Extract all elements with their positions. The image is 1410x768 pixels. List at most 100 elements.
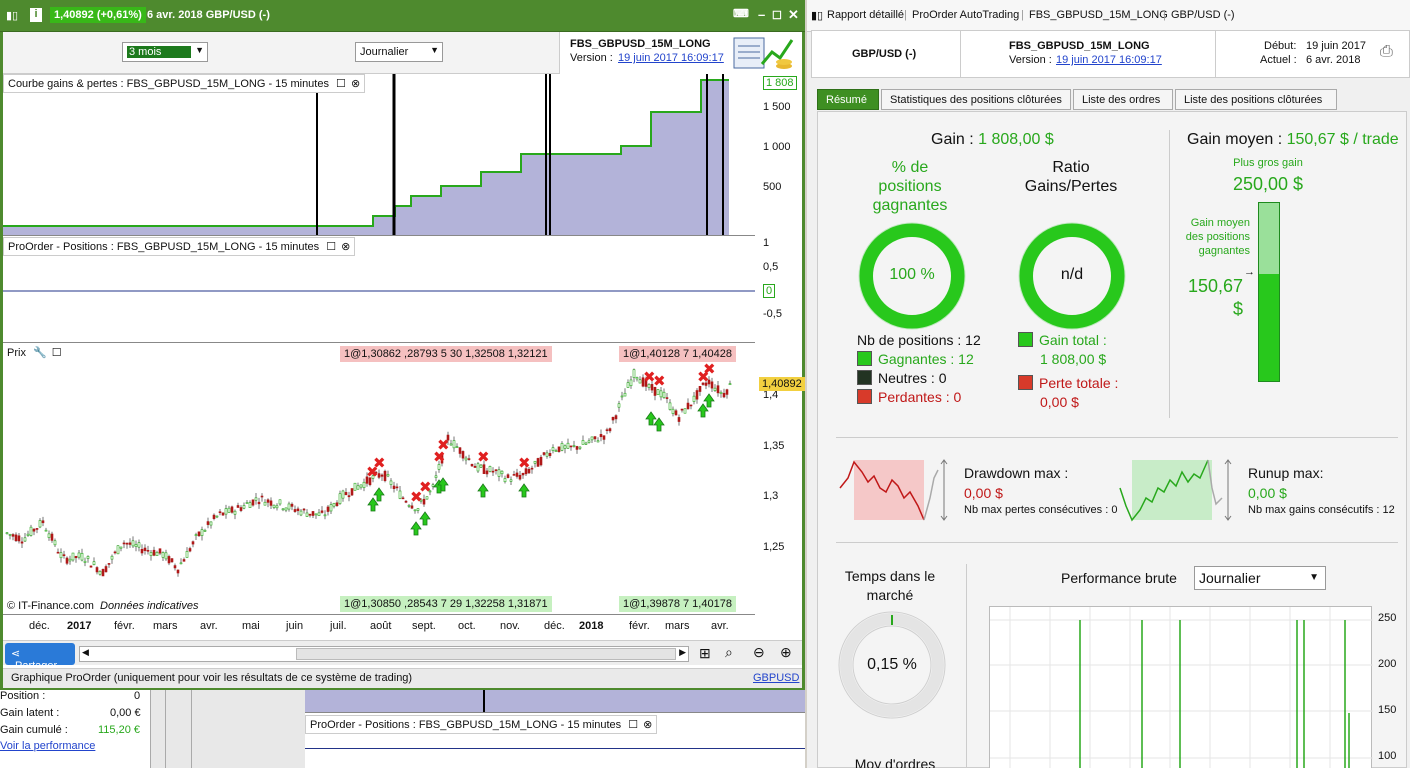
report-icon[interactable] [732,34,798,72]
close-circle-icon[interactable]: ⊗ [350,78,361,90]
candle-body [92,561,96,565]
candle-body [200,529,204,536]
scroll-left-icon[interactable]: ◀ [82,647,89,657]
window-icon[interactable]: ☐ [336,78,346,90]
legend-square [857,370,872,385]
tab-liste-ordres[interactable]: Liste des ordres [1073,89,1173,110]
month-label: févr. [114,620,135,632]
candle-body [533,460,537,464]
candle-body [380,474,384,477]
candle-body [728,383,732,386]
horizontal-scrollbar[interactable]: ◀ ▶ [79,646,689,662]
perf-label: Performance brute [1061,570,1177,586]
candle-body [26,533,30,536]
candle-body [470,463,474,467]
window-icon[interactable]: ☐ [326,241,337,253]
perte-totale-row: Perte totale : [1018,375,1118,391]
candle-body [275,505,279,509]
candle-body [401,497,405,500]
bg-equity-pane [305,690,805,712]
window-icon[interactable]: ☐ [51,347,62,359]
close-button[interactable]: ✕ [788,7,799,22]
tab-liste-positions[interactable]: Liste des positions clôturées [1175,89,1337,110]
candle-body [20,541,24,544]
wrench-icon[interactable]: 🔧 [33,347,47,359]
version-date-link[interactable]: 19 juin 2017 16:09:17 [618,52,724,64]
share-button[interactable]: ⋖ Partager [5,643,75,672]
candle-body [434,475,438,478]
order-label-text: 1@1,40128 [623,348,681,360]
watermark-note: Données indicatives [100,600,199,612]
candle-body [263,501,267,506]
equity-curve-pane: Courbe gains & pertes : FBS_GBPUSD_15M_L… [3,74,755,236]
candle-body [326,506,330,512]
entry-marker [437,477,449,492]
entry-marker [367,497,379,512]
candle-body [236,505,240,508]
candle-body [248,502,252,508]
perf-period-select[interactable]: Journalier ▼ [1194,566,1326,590]
close-circle-icon[interactable]: ⊗ [643,719,653,731]
positions-pane: ProOrder - Positions : FBS_GBPUSD_15M_LO… [3,237,755,343]
chart-icon[interactable]: ▮▯ [6,10,19,22]
zoom-reset-icon[interactable]: ⊞ [699,645,711,661]
candle-body [671,408,675,414]
keyboard-icon[interactable]: ⌨ [733,8,749,20]
candle-body [86,556,90,559]
exit-marker: ✖ [518,454,531,472]
zoom-in-icon[interactable]: ⊕ [780,644,792,660]
scrollbar-thumb[interactable] [296,648,676,660]
performance-link[interactable]: Voir la performance [0,740,96,752]
tab-resume[interactable]: Résumé [817,89,879,110]
candle-body [368,477,372,486]
period-select[interactable]: 3 mois ▼ [122,42,208,62]
candle-body [224,508,228,515]
interval-select[interactable]: Journalier ▼ [355,42,443,62]
equity-tick: 1 000 [763,141,791,153]
info-icon[interactable]: i [30,8,42,22]
tab-statistiques[interactable]: Statistiques des positions clôturées [881,89,1071,110]
order-label-text: 1@1,30850 [344,598,402,610]
candle-body [536,458,540,467]
debut-label: Début: [1264,40,1297,52]
instrument-link[interactable]: GBPUSD [753,672,800,684]
cumul-value: 115,20 € [98,724,141,736]
candle-body [359,484,363,488]
candle-body [161,552,165,558]
candle-body [113,551,117,554]
close-circle-icon[interactable]: ⊗ [341,241,351,253]
candle-body [203,530,207,532]
candle-body [410,505,414,509]
candle-body [644,379,648,387]
window-icon[interactable]: ☐ [628,719,639,731]
candle-body [629,379,633,387]
candle-body [80,553,84,561]
candle-body [668,402,672,410]
price-axis: 1,4 1,35 1,3 1,25 1,40892 [755,344,805,614]
drawdown-sub: Nb max pertes consécutives : 0 [964,504,1118,516]
scroll-right-icon[interactable]: ▶ [679,647,686,657]
candle-body [584,442,588,445]
equity-tick: 1 500 [763,101,791,113]
candle-body [65,557,69,564]
tab-label: Statistiques des positions clôturées [890,94,1062,106]
moy-ordres-label: Moy d'ordres [854,756,936,768]
candle-body [308,513,312,516]
candle-body [341,490,345,499]
zoom-out-icon[interactable]: ⊖ [753,644,765,660]
report-instrument: GBP/USD (-) [852,48,917,60]
candle-body [104,566,108,573]
candle-body [356,485,360,490]
chevron-down-icon: ▼ [1309,572,1319,583]
chart-window-titlebar[interactable]: ▮▯ i 1,40892 (+0,61%) 6 avr. 2018 GBP/US… [0,0,805,32]
order-label-top-2: 1@1,40128 7 1,40428 [619,346,736,362]
report-version-link[interactable]: 19 juin 2017 16:09:17 [1056,54,1162,66]
candle-body [683,408,687,414]
maximize-button[interactable]: ☐ [772,10,782,22]
zoom-area-icon[interactable]: ⌕ [725,644,733,660]
title-separator: | [904,9,907,21]
candle-body [443,442,447,445]
minimize-button[interactable]: – [758,7,766,22]
runup-label: Runup max: [1248,465,1324,481]
print-icon[interactable]: ⎙ [1380,43,1393,60]
